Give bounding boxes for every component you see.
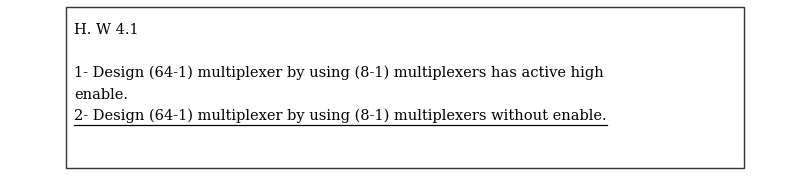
Text: 2- Design (64-1) multiplexer by using (8-1) multiplexers without enable.: 2- Design (64-1) multiplexer by using (8… [74,109,606,123]
Text: 1- Design (64-1) multiplexer by using (8-1) multiplexers has active high: 1- Design (64-1) multiplexer by using (8… [74,66,604,80]
Text: enable.: enable. [74,88,128,102]
Text: H. W 4.1: H. W 4.1 [74,23,138,37]
